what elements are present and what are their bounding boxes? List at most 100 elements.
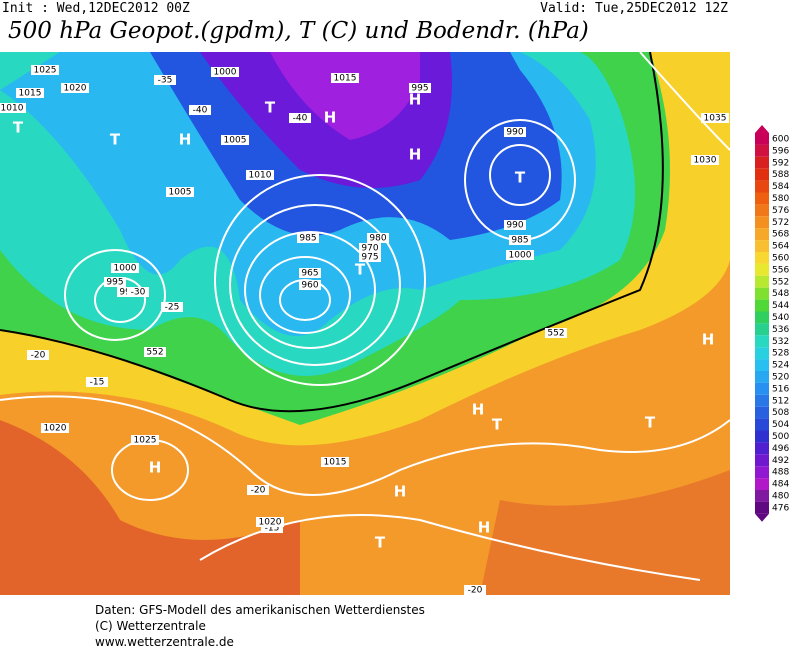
legend-label: 492: [772, 456, 789, 466]
legend-label: 488: [772, 468, 789, 478]
contour-label: 1035: [704, 114, 727, 124]
legend-swatch: [755, 442, 769, 455]
init-time: Init : Wed,12DEC2012 00Z: [2, 1, 190, 16]
map-label-box: [16, 88, 44, 98]
legend-swatch: [755, 287, 769, 300]
contour-label: 980: [369, 234, 386, 244]
map-label-box: [321, 457, 349, 467]
map-label-box: [691, 155, 719, 165]
legend-label: 592: [772, 158, 789, 168]
contour-label: -25: [165, 303, 180, 313]
pressure-center: H: [149, 459, 162, 477]
map-label-box: [0, 103, 26, 113]
contour-label: 985: [299, 234, 316, 244]
pressure-center: H: [409, 146, 422, 164]
legend-swatch: [755, 133, 769, 145]
map-label-box: [247, 485, 269, 495]
contour-label: -35: [158, 76, 173, 86]
map-label-box: [154, 75, 176, 85]
contour-label: 975: [361, 253, 378, 263]
contour-label: 1000: [509, 251, 532, 261]
contour-label: 1015: [324, 458, 347, 468]
map-label-box: [506, 250, 534, 260]
legend-label: 524: [772, 361, 789, 371]
legend-swatch: [755, 180, 769, 193]
map-label-box: [545, 328, 567, 338]
legend-label: 480: [772, 492, 789, 502]
legend-label: 536: [772, 325, 789, 335]
pressure-center: T: [355, 261, 366, 279]
map-label-box: [504, 220, 526, 230]
footer-line: www.wetterzentrale.de: [95, 635, 234, 648]
legend-swatch: [755, 144, 769, 157]
pressure-center: H: [478, 519, 491, 537]
legend-swatch: [755, 490, 769, 502]
contour-label: 1010: [249, 171, 272, 181]
contour-label: 1010: [1, 104, 24, 114]
legend-label: 512: [772, 396, 789, 406]
map-label-box: [211, 67, 239, 77]
legend-label: 528: [772, 349, 789, 359]
legend-label: 564: [772, 242, 789, 252]
legend-swatch: [755, 323, 769, 336]
legend-label: 520: [772, 373, 789, 383]
footer-line: (C) Wetterzentrale: [95, 619, 206, 633]
contour-label: 970: [361, 244, 378, 254]
pressure-center: H: [394, 483, 407, 501]
pressure-center: H: [324, 109, 337, 127]
legend-swatch: [755, 228, 769, 241]
legend-swatch: [755, 478, 769, 490]
contour-label: -30: [131, 288, 146, 298]
pressure-center: H: [409, 91, 422, 109]
contour-label: 1015: [334, 74, 357, 84]
map-label-box: [221, 135, 249, 145]
legend-label: 500: [772, 432, 789, 442]
map-label-box: [144, 347, 166, 357]
pressure-center: T: [515, 169, 526, 187]
map-label-box: [127, 287, 149, 297]
legend-swatch: [755, 454, 769, 467]
legend-swatch: [755, 275, 769, 288]
legend-label: 596: [772, 146, 789, 156]
legend-swatch: [755, 418, 769, 431]
legend-label: 476: [772, 503, 789, 513]
legend-swatch: [755, 168, 769, 181]
pressure-center: H: [702, 331, 715, 349]
contour-label: -20: [468, 586, 483, 596]
map-label-box: [86, 377, 108, 387]
legend-label: 532: [772, 337, 789, 347]
map-label-box: [261, 523, 283, 533]
contour-label: 1020: [64, 84, 87, 94]
legend-label: 568: [772, 230, 789, 240]
legend-swatch: [755, 347, 769, 360]
contour-label: -15: [90, 378, 105, 388]
contour-label: 1020: [44, 424, 67, 434]
footer-line: Daten: GFS-Modell des amerikanischen Wet…: [95, 603, 425, 617]
legend-swatch: [755, 216, 769, 229]
map-label-box: [189, 105, 211, 115]
legend-swatch: [755, 406, 769, 419]
map-label-box: [61, 83, 89, 93]
map-label-box: [166, 187, 194, 197]
legend-swatch: [755, 430, 769, 443]
map-label-box: [299, 280, 321, 290]
legend-label: 548: [772, 289, 789, 299]
contour-label: 1000: [114, 264, 137, 274]
contour-label: 552: [146, 348, 163, 358]
legend-arrow: [755, 513, 769, 522]
pressure-center: T: [110, 131, 121, 149]
map-label-box: [31, 65, 59, 75]
legend-swatch: [755, 394, 769, 407]
legend-arrow: [755, 125, 769, 133]
legend-swatch: [755, 466, 769, 479]
map-label-box: [331, 73, 359, 83]
legend-swatch: [755, 252, 769, 264]
legend-label: 560: [772, 254, 789, 264]
contour-label: 990: [506, 221, 523, 231]
legend-label: 572: [772, 218, 789, 228]
pressure-center: T: [13, 119, 24, 137]
map-label-box: [256, 517, 284, 527]
map-label-box: [367, 233, 389, 243]
legend-swatch: [755, 156, 769, 169]
